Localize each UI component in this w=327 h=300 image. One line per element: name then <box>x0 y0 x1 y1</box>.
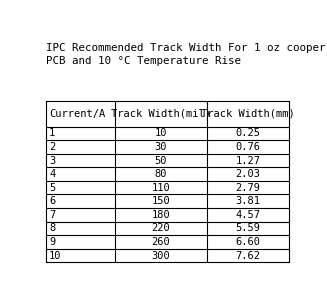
Text: 300: 300 <box>151 250 170 261</box>
Text: 5: 5 <box>49 183 55 193</box>
Text: 110: 110 <box>151 183 170 193</box>
Text: 4.57: 4.57 <box>235 210 260 220</box>
Text: Track Width(mil): Track Width(mil) <box>111 109 211 118</box>
Text: 50: 50 <box>155 155 167 166</box>
Text: 8: 8 <box>49 224 55 233</box>
Text: 2.03: 2.03 <box>235 169 260 179</box>
Text: 3.81: 3.81 <box>235 196 260 206</box>
Text: 7: 7 <box>49 210 55 220</box>
Text: 80: 80 <box>155 169 167 179</box>
Text: 180: 180 <box>151 210 170 220</box>
Text: 3: 3 <box>49 155 55 166</box>
Text: Track Width(mm): Track Width(mm) <box>201 109 295 118</box>
Text: 6.60: 6.60 <box>235 237 260 247</box>
Text: 1: 1 <box>49 128 55 138</box>
Text: 2: 2 <box>49 142 55 152</box>
Text: 2.79: 2.79 <box>235 183 260 193</box>
Text: 220: 220 <box>151 224 170 233</box>
Text: 6: 6 <box>49 196 55 206</box>
Text: 10: 10 <box>49 250 61 261</box>
Text: 5.59: 5.59 <box>235 224 260 233</box>
Text: 4: 4 <box>49 169 55 179</box>
Text: 260: 260 <box>151 237 170 247</box>
Text: 9: 9 <box>49 237 55 247</box>
Text: 30: 30 <box>155 142 167 152</box>
Text: IPC Recommended Track Width For 1 oz cooper
PCB and 10 °C Temperature Rise: IPC Recommended Track Width For 1 oz coo… <box>46 43 325 66</box>
Text: 150: 150 <box>151 196 170 206</box>
Text: 0.76: 0.76 <box>235 142 260 152</box>
Text: 0.25: 0.25 <box>235 128 260 138</box>
Text: 1.27: 1.27 <box>235 155 260 166</box>
Text: Current/A: Current/A <box>49 109 105 118</box>
Text: 7.62: 7.62 <box>235 250 260 261</box>
Text: 10: 10 <box>155 128 167 138</box>
